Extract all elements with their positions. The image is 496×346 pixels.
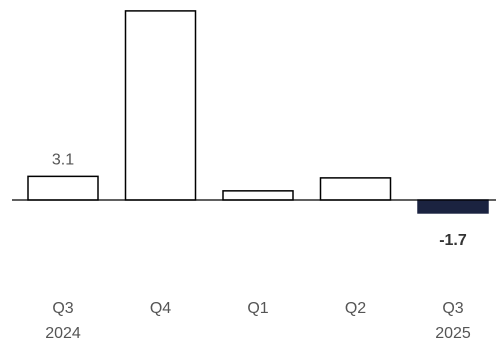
x-tick-label-4: Q3 bbox=[442, 300, 463, 317]
x-tick-labels-group: Q3 2024 Q4 Q1 Q2 Q3 2025 bbox=[45, 300, 471, 342]
bar-3 bbox=[319, 177, 392, 201]
bars-group bbox=[27, 10, 489, 214]
bar-4 bbox=[417, 199, 489, 214]
x-tick-year-4: 2025 bbox=[435, 325, 471, 342]
bar-2 bbox=[222, 190, 294, 201]
value-labels-group: 3.1 -1.7 bbox=[52, 151, 467, 249]
data-label-4: -1.7 bbox=[439, 232, 467, 249]
data-label-0: 3.1 bbox=[52, 151, 74, 168]
x-tick-label-1: Q4 bbox=[150, 300, 171, 317]
x-tick-year-0: 2024 bbox=[45, 325, 81, 342]
x-tick-label-3: Q2 bbox=[345, 300, 366, 317]
bar-1 bbox=[124, 10, 197, 201]
bar-0 bbox=[27, 175, 99, 201]
x-tick-label-0: Q3 bbox=[52, 300, 73, 317]
x-tick-label-2: Q1 bbox=[247, 300, 268, 317]
